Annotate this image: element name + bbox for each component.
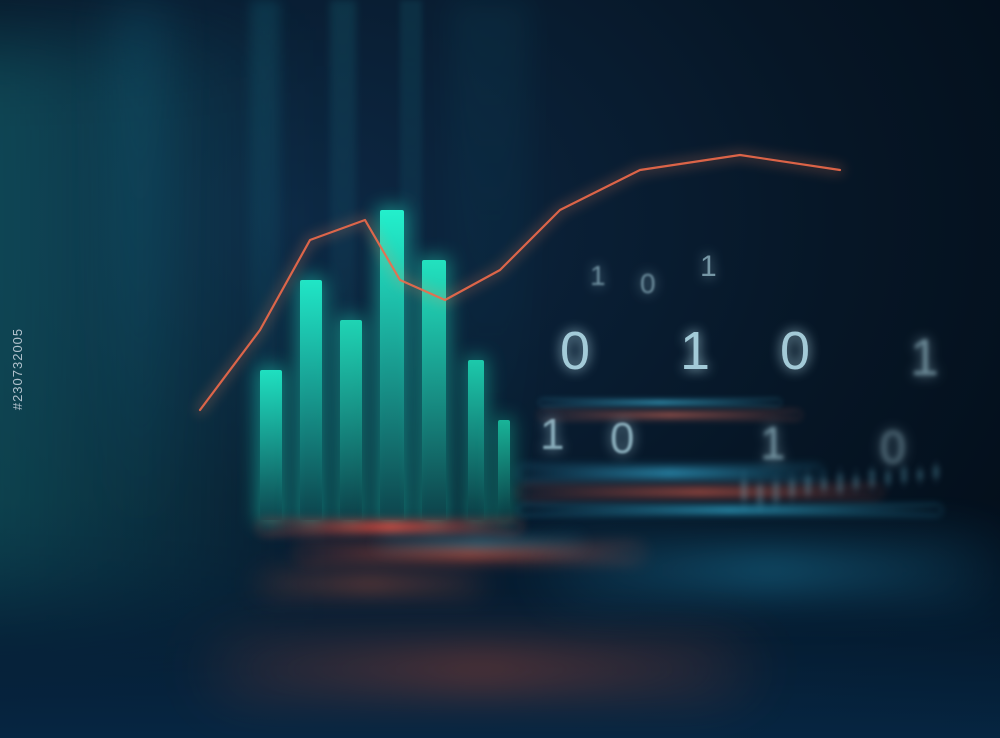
horizontal-stripe	[560, 560, 980, 580]
binary-digit: 0	[610, 414, 637, 464]
horizontal-stripe	[380, 540, 580, 546]
trend-line	[0, 0, 1000, 738]
horizontal-stripe	[260, 580, 480, 588]
binary-digit: 0	[880, 420, 908, 474]
stock-id-watermark: #230732005	[10, 328, 25, 410]
horizontal-stripe	[220, 660, 740, 678]
binary-digit: 1	[540, 410, 567, 460]
binary-digit: 1	[700, 250, 718, 284]
binary-digit: 1	[910, 328, 942, 388]
binary-digit: 1	[680, 320, 713, 382]
horizontal-stripe	[540, 400, 780, 405]
horizontal-stripe	[300, 548, 640, 558]
binary-digit: 0	[640, 268, 657, 300]
binary-digit: 1	[590, 260, 607, 292]
candlestick-ghost	[740, 460, 980, 540]
horizontal-stripe	[260, 522, 520, 532]
binary-digit: 0	[780, 320, 813, 382]
binary-digit: 1	[760, 416, 788, 470]
financial-abstract-stage: 10101011010 #230732005	[0, 0, 1000, 738]
binary-digit: 0	[560, 320, 593, 382]
